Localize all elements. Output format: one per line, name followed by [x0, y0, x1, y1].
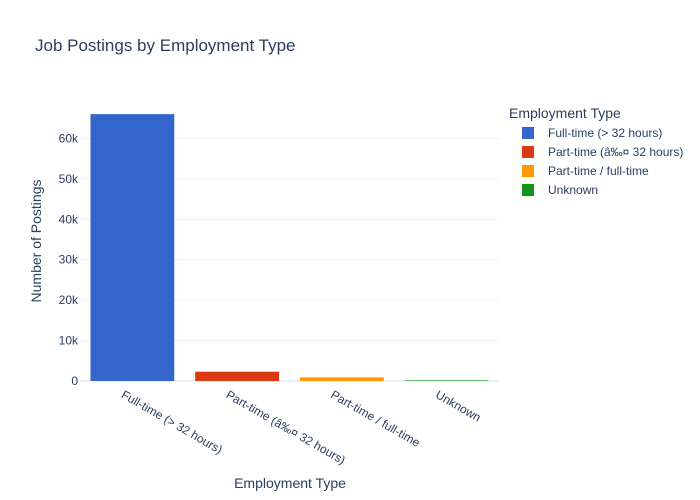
x-axis-title: Employment Type	[234, 475, 346, 491]
legend-label[interactable]: Full-time (> 32 hours)	[548, 126, 662, 140]
x-axis-ticks: Full-time (> 32 hours)Part-time (â‰¤ 32 …	[119, 387, 484, 467]
legend-label[interactable]: Unknown	[548, 183, 598, 197]
bar[interactable]	[90, 114, 175, 382]
y-tick-label: 30k	[59, 253, 79, 267]
legend-swatch[interactable]	[522, 165, 534, 177]
legend-swatch[interactable]	[522, 184, 534, 196]
legend: Employment Type Full-time (> 32 hours) Pa…	[509, 105, 683, 197]
legend-items: Full-time (> 32 hours) Part-time (â‰¤ 32 …	[522, 126, 683, 197]
chart-title: Job Postings by Employment Type	[35, 36, 296, 55]
y-tick-label: 0	[71, 374, 78, 388]
y-tick-label: 20k	[59, 293, 79, 307]
y-tick-label: 60k	[59, 131, 79, 145]
bar[interactable]	[195, 371, 280, 381]
bar[interactable]	[404, 380, 489, 381]
x-tick-label: Unknown	[433, 387, 483, 424]
bars	[90, 114, 489, 382]
legend-swatch[interactable]	[522, 127, 534, 139]
x-tick-label: Part-time / full-time	[328, 387, 422, 450]
y-tick-label: 40k	[59, 212, 79, 226]
y-axis-ticks: 0 10k 20k 30k 40k 50k 60k	[59, 131, 79, 388]
x-tick-label: Full-time (> 32 hours)	[119, 387, 225, 456]
y-tick-label: 10k	[59, 334, 79, 348]
legend-label[interactable]: Part-time (â‰¤ 32 hours)	[548, 145, 683, 159]
bar[interactable]	[299, 377, 384, 381]
legend-label[interactable]: Part-time / full-time	[548, 164, 649, 178]
y-tick-label: 50k	[59, 172, 79, 186]
legend-title: Employment Type	[509, 105, 621, 121]
y-axis-title: Number of Postings	[28, 180, 44, 303]
legend-swatch[interactable]	[522, 146, 534, 158]
